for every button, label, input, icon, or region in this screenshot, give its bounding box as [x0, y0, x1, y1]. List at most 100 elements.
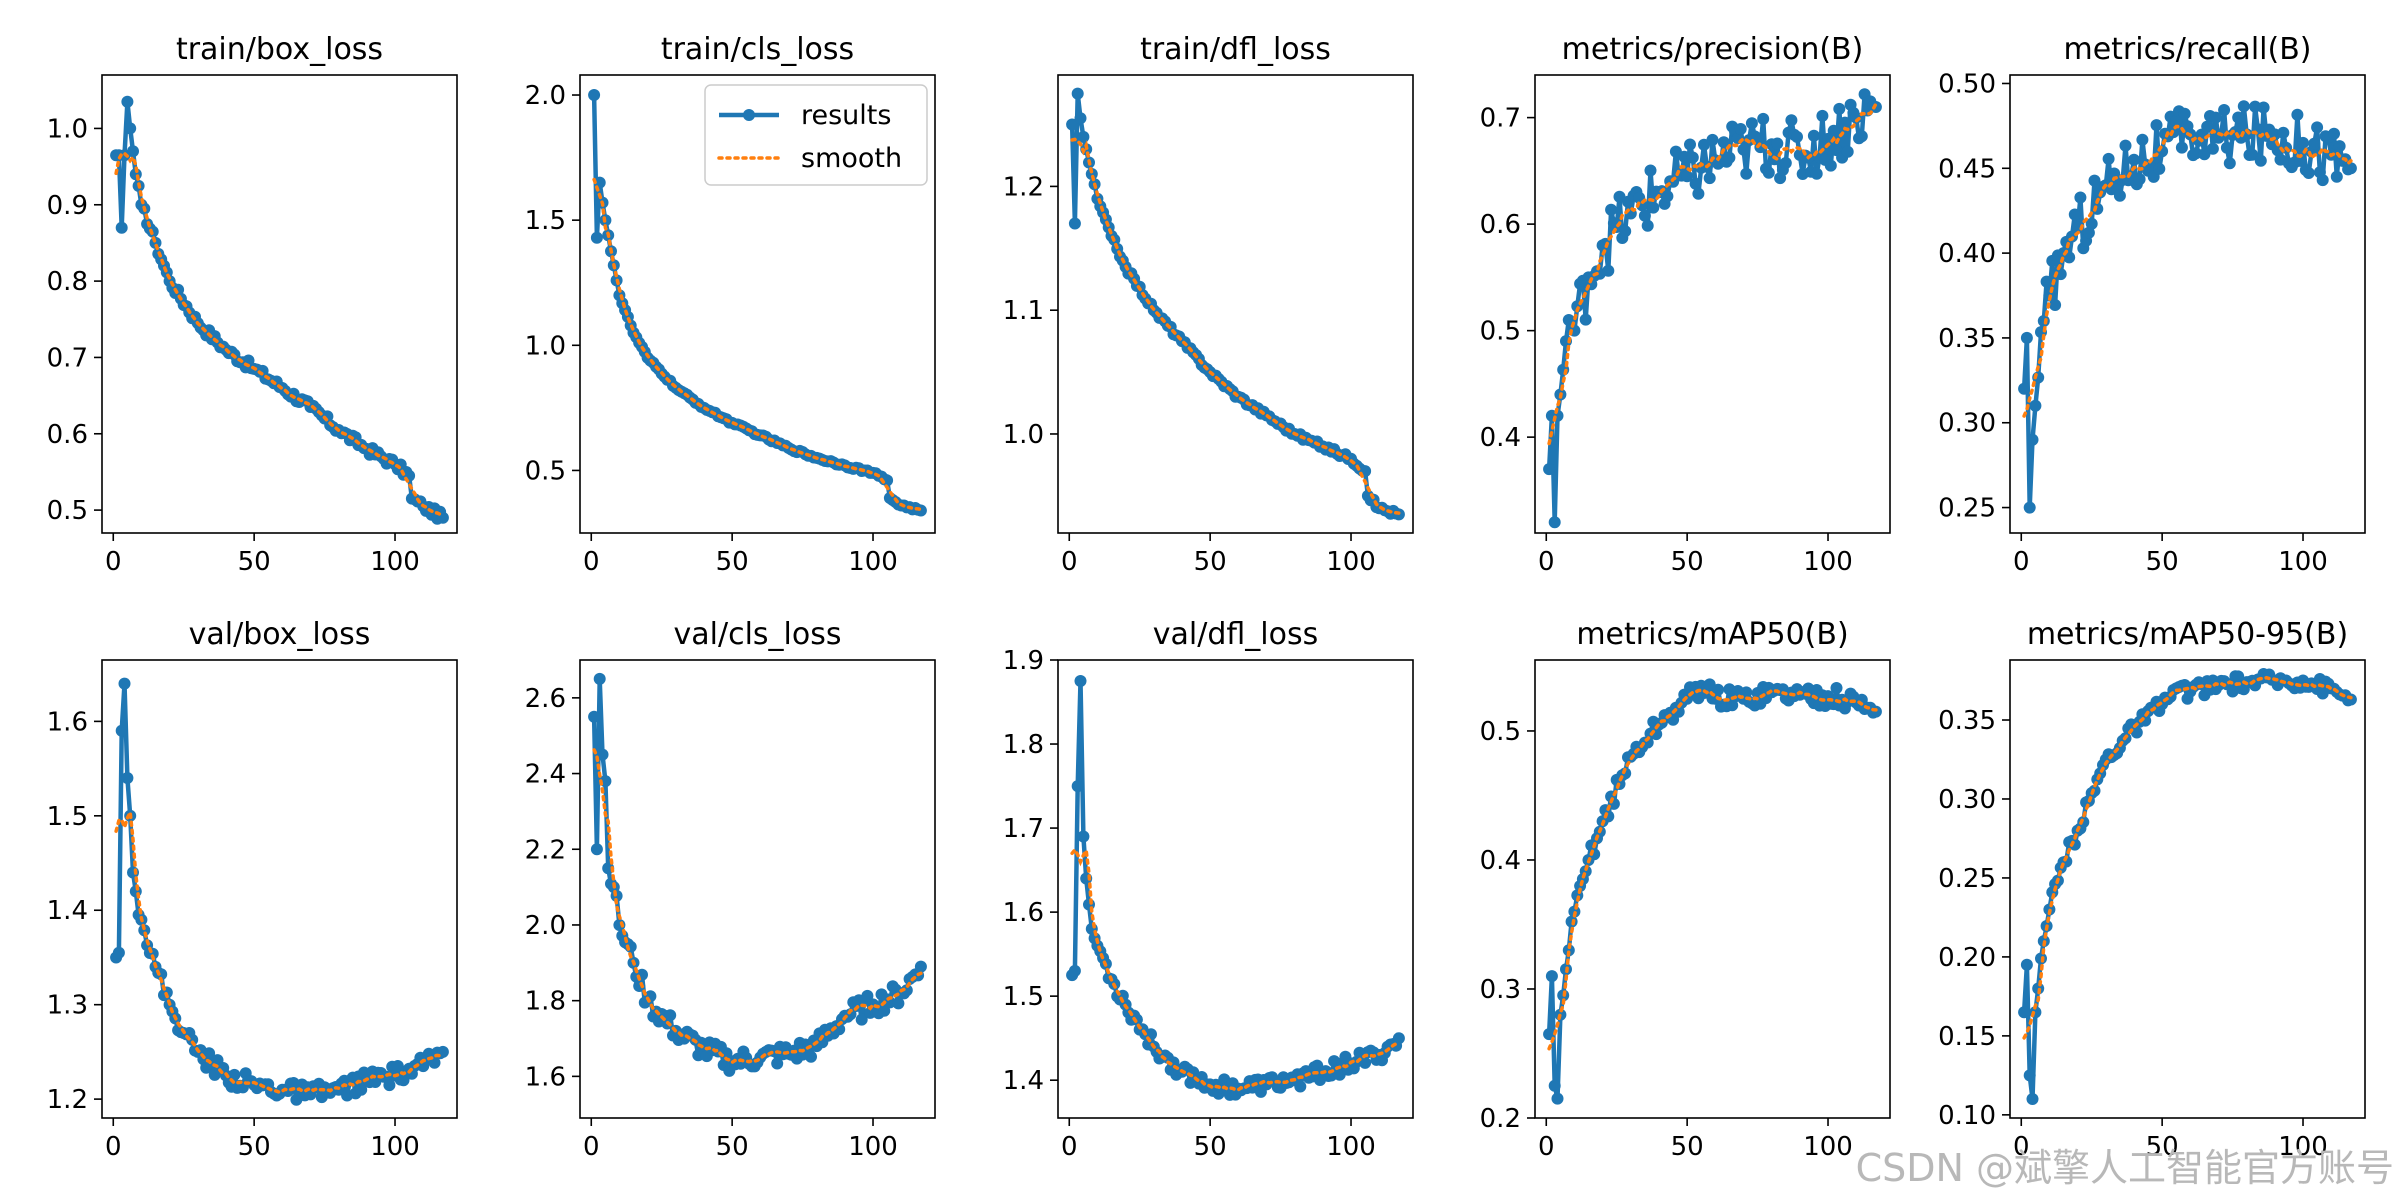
results-point	[1545, 970, 1558, 983]
x-tick-label: 0	[1538, 547, 1555, 577]
results-point	[127, 145, 139, 158]
results-point	[2037, 315, 2050, 327]
results-point	[2232, 670, 2245, 683]
panel-metrics-recall-b: metrics/recall(B) 0 50 100 0.25 0.30 0.35 0.40 0…	[1938, 32, 2366, 577]
results-point	[1686, 151, 1699, 164]
results-point	[1703, 172, 1716, 185]
x-tick-label: 0	[105, 1132, 122, 1162]
results-point	[121, 772, 134, 784]
results-point	[1085, 168, 1098, 180]
y-tick-label: 1.5	[1003, 982, 1044, 1012]
y-tick-label: 0.35	[1938, 324, 1996, 354]
results-point	[2302, 167, 2315, 179]
results-point	[2071, 221, 2084, 234]
results-point	[2277, 126, 2290, 139]
results-point	[2294, 154, 2307, 167]
results-point	[1855, 130, 1868, 143]
results-point	[2128, 153, 2140, 166]
results-point	[2344, 162, 2357, 175]
results-point	[1807, 129, 1820, 142]
results-point	[1706, 133, 1719, 146]
y-tick-label: 2.0	[525, 911, 566, 941]
results-point	[2023, 501, 2036, 514]
y-tick-label: 1.6	[525, 1062, 566, 1092]
results-point	[771, 1057, 784, 1070]
results-point	[2153, 162, 2166, 175]
panel-title: val/cls_loss	[674, 617, 842, 652]
smooth-series-line	[1070, 137, 1401, 515]
results-point	[2018, 1006, 2031, 1019]
results-point	[1647, 201, 1660, 214]
results-point	[2316, 174, 2329, 187]
results-point	[1548, 1079, 1561, 1092]
results-point	[1543, 463, 1556, 476]
y-tick-label: 0.5	[1480, 317, 1521, 347]
results-point	[2023, 1069, 2036, 1082]
results-point	[1392, 1032, 1405, 1045]
results-point	[1619, 225, 1632, 238]
x-tick-label: 50	[1194, 547, 1227, 577]
x-tick-label: 50	[238, 1132, 271, 1162]
results-point	[1661, 190, 1674, 203]
results-point	[2246, 148, 2259, 161]
results-point	[2091, 202, 2104, 215]
results-point	[596, 748, 609, 761]
results-point	[1827, 124, 1840, 137]
results-point	[1562, 944, 1575, 957]
results-point	[1130, 1013, 1143, 1026]
results-point	[2178, 107, 2191, 120]
axes-frame	[1534, 74, 1891, 534]
y-tick-label: 1.4	[47, 896, 88, 926]
results-point	[1785, 114, 1798, 127]
results-point	[1068, 964, 1081, 977]
results-point	[1841, 145, 1854, 158]
results-point	[1723, 151, 1736, 164]
results-point	[2029, 399, 2042, 412]
results-point	[118, 677, 131, 690]
results-point	[397, 1074, 410, 1087]
y-tick-label: 0.7	[1480, 104, 1521, 134]
x-tick-label: 100	[1803, 547, 1853, 577]
results-point	[2209, 111, 2222, 124]
x-tick-label: 100	[1803, 1132, 1853, 1162]
y-tick-label: 0.5	[47, 496, 88, 526]
results-point	[1641, 219, 1654, 232]
results-point	[2175, 141, 2188, 154]
legend-box	[704, 84, 928, 186]
results-point	[2133, 173, 2146, 186]
results-point	[914, 960, 927, 973]
x-tick-label: 0	[2013, 1132, 2030, 1162]
y-tick-label: 1.9	[1003, 646, 1044, 676]
results-point	[2220, 141, 2233, 154]
y-tick-label: 2.4	[525, 760, 566, 790]
axes-frame	[579, 74, 936, 534]
results-point	[590, 231, 603, 244]
y-tick-label: 2.6	[525, 684, 566, 714]
results-point	[1745, 117, 1758, 130]
y-tick-label: 1.8	[1003, 730, 1044, 760]
y-tick-label: 1.2	[47, 1085, 88, 1115]
panel-title: metrics/mAP50(B)	[1576, 617, 1848, 652]
results-point	[1605, 203, 1618, 216]
results-point	[1066, 118, 1079, 131]
results-point	[2232, 111, 2245, 124]
panel-title: train/box_loss	[176, 32, 383, 67]
results-point	[1548, 516, 1561, 529]
x-tick-label: 50	[238, 547, 271, 577]
y-tick-label: 1.8	[525, 987, 566, 1017]
axes-frame	[101, 74, 458, 534]
results-point	[2088, 174, 2101, 187]
panel-train-cls-loss: train/cls_loss 0 50 100 0.5 1.0 1.5 2.0 results s…	[525, 32, 936, 577]
x-tick-label: 50	[716, 1132, 749, 1162]
smooth-series-line	[592, 177, 923, 512]
results-point	[1359, 1056, 1372, 1069]
results-point	[2223, 157, 2236, 170]
panel-title: metrics/mAP50-95(B)	[2027, 617, 2348, 652]
results-point	[855, 1013, 868, 1026]
results-point	[228, 1068, 241, 1081]
results-point	[1071, 780, 1084, 793]
results-point	[1810, 167, 1823, 180]
results-point	[1838, 116, 1851, 129]
x-tick-label: 50	[1671, 547, 1704, 577]
results-point	[1074, 675, 1087, 687]
